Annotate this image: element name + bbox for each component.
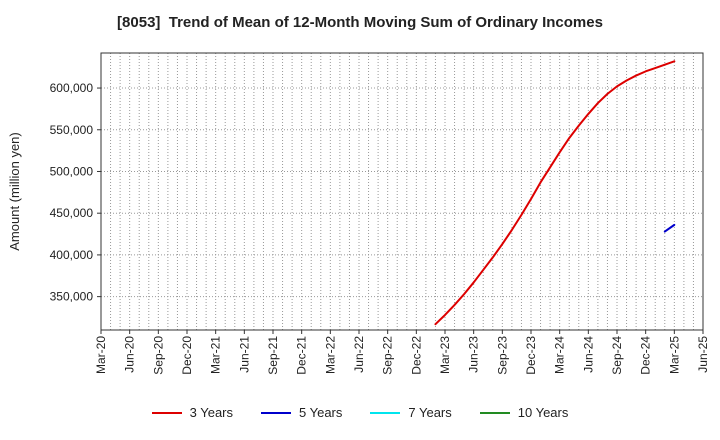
legend-item-3-years: 3 Years [151,405,233,420]
legend-swatch [261,411,291,414]
legend-swatch [370,411,401,414]
y-tick-label: 400,000 [50,248,94,262]
x-tick-label: Mar-25 [667,336,681,374]
x-tick-label: Jun-20 [123,336,137,373]
x-tick-label: Sep-21 [266,336,280,375]
y-tick-label: 500,000 [50,164,94,178]
x-tick-label: Jun-24 [581,336,595,373]
x-tick-label: Mar-22 [323,336,337,374]
chart-title: [8053] Trend of Mean of 12-Month Moving … [117,14,603,31]
y-axis-title: Amount (million yen) [7,132,22,251]
legend-item-10-years: 10 Years [479,405,569,420]
x-tick-label: Jun-22 [352,336,366,373]
x-axis-ticks: Mar-20 Jun-20 Sep-20 Dec-20 Mar-21 Jun-21 Sep-… [94,330,710,375]
plot-area [101,53,703,330]
legend-item-5-years: 5 Years [261,405,342,420]
legend-label: 5 Years [299,405,343,420]
plot-frame [100,52,704,331]
y-tick-label: 550,000 [50,123,94,137]
legend-label: 10 Years [517,405,569,420]
x-tick-label: Jun-25 [696,336,710,373]
x-tick-label: Mar-20 [94,336,108,374]
x-tick-label: Dec-24 [639,336,653,375]
legend-swatch [479,411,510,414]
x-tick-label: Mar-21 [209,336,223,374]
grid-lines [101,53,703,330]
series-line-5-years [663,223,676,233]
x-tick-label: Sep-20 [151,336,165,375]
y-tick-label: 450,000 [50,206,94,220]
legend-item-7-years: 7 Years [370,405,452,420]
y-axis-ticks: 350,000 400,000 450,000 500,000 550,000 600,0… [50,81,101,304]
x-tick-label: Dec-21 [295,336,309,375]
legend-swatch [151,411,182,414]
x-tick-label: Dec-22 [409,336,423,375]
x-tick-label: Sep-23 [495,336,509,375]
y-tick-label: 350,000 [50,290,94,304]
legend: 3 Years 5 Years 7 Years 10 Years [0,405,720,420]
legend-label: 7 Years [408,405,452,420]
series-line-3-years [434,60,676,326]
x-tick-label: Mar-23 [438,336,452,374]
x-tick-label: Jun-21 [237,336,251,373]
y-tick-label: 600,000 [50,81,94,95]
x-tick-label: Mar-24 [553,336,567,374]
x-tick-label: Jun-23 [467,336,481,373]
series-lines [434,60,676,326]
x-tick-label: Dec-23 [524,336,538,375]
legend-label: 3 Years [189,405,233,420]
x-tick-label: Sep-22 [381,336,395,375]
x-tick-label: Dec-20 [180,336,194,375]
x-tick-label: Sep-24 [610,336,624,375]
